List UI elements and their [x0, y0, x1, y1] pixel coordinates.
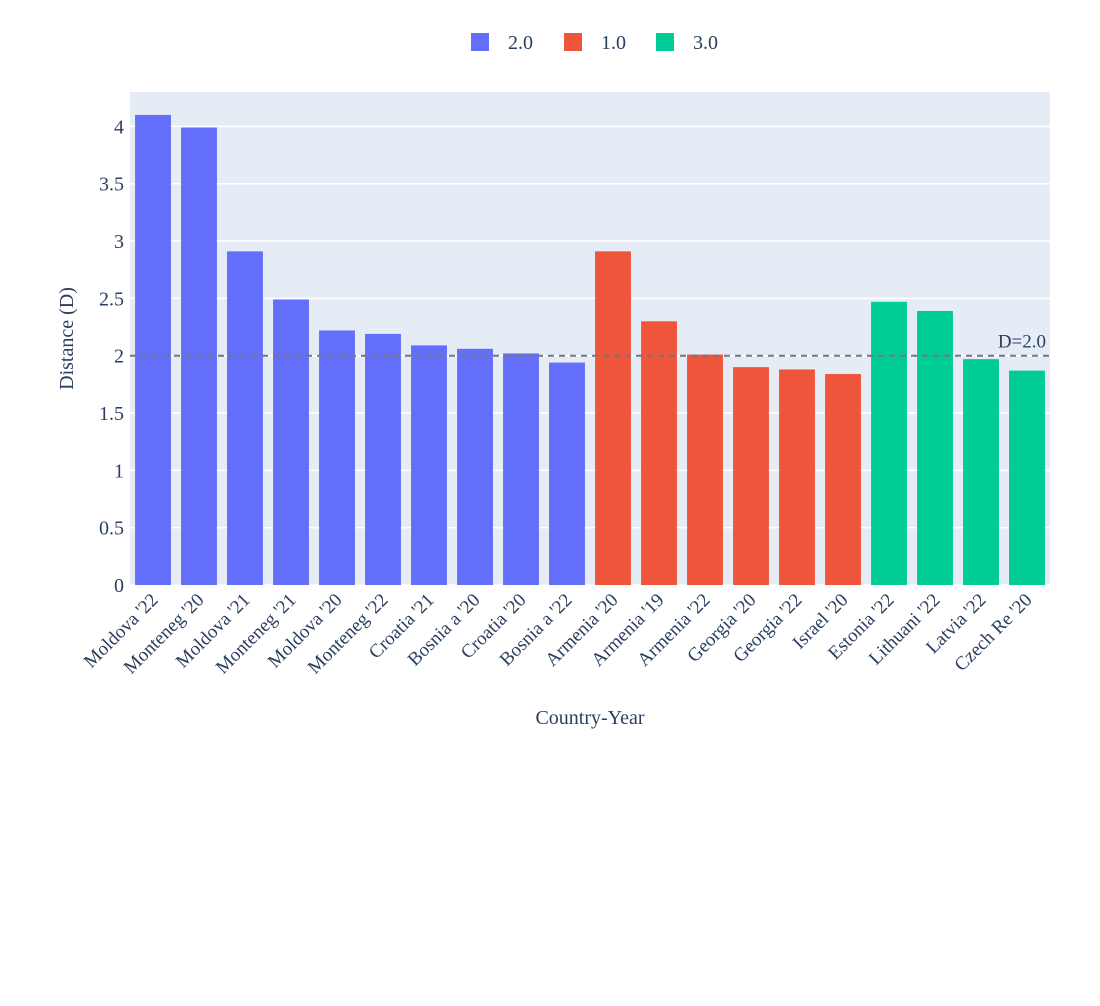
- bar[interactable]: [917, 310, 953, 585]
- bar[interactable]: [1009, 370, 1045, 585]
- legend-item[interactable]: 1.0: [564, 32, 626, 54]
- y-tick-label: 2.5: [99, 288, 124, 310]
- plot-area: [130, 92, 1050, 585]
- bar[interactable]: [319, 330, 355, 585]
- y-tick-label: 0: [114, 575, 124, 597]
- bar[interactable]: [687, 354, 723, 585]
- legend-label: 1.0: [601, 32, 626, 54]
- bar[interactable]: [411, 345, 447, 585]
- x-axis-title: Country-Year: [535, 707, 644, 729]
- y-axis-title: Distance (D): [56, 287, 78, 390]
- legend[interactable]: 2.0 1.0 3.0: [471, 32, 718, 54]
- y-tick-label: 1.5: [99, 403, 124, 425]
- bar[interactable]: [825, 374, 861, 585]
- bar[interactable]: [871, 301, 907, 585]
- y-axis-ticks: 0 0.5 1 1.5 2 2.5 3 3.5 4: [99, 116, 124, 597]
- y-tick-label: 3.5: [99, 174, 124, 196]
- bar[interactable]: [641, 321, 677, 585]
- bar[interactable]: [595, 251, 631, 585]
- bar[interactable]: [779, 369, 815, 585]
- bar[interactable]: [135, 114, 171, 585]
- y-tick-label: 0.5: [99, 518, 124, 540]
- y-tick-label: 4: [114, 116, 124, 138]
- bar[interactable]: [733, 367, 769, 585]
- y-tick-label: 2: [114, 346, 124, 368]
- bar[interactable]: [227, 251, 263, 585]
- reference-line-group: D=2.0: [130, 332, 1050, 357]
- reference-line-label: D=2.0: [998, 332, 1046, 353]
- legend-label: 3.0: [693, 32, 718, 54]
- legend-item[interactable]: 2.0: [471, 32, 533, 54]
- y-tick-label: 3: [114, 231, 124, 253]
- legend-swatch: [656, 33, 674, 51]
- legend-item[interactable]: 3.0: [656, 32, 718, 54]
- legend-swatch: [564, 33, 582, 51]
- bar[interactable]: [963, 359, 999, 585]
- bar[interactable]: [549, 362, 585, 585]
- y-tick-label: 1: [114, 460, 124, 482]
- legend-label: 2.0: [508, 32, 533, 54]
- bar[interactable]: [503, 353, 539, 585]
- bar[interactable]: [365, 333, 401, 585]
- bar[interactable]: [457, 348, 493, 585]
- bar[interactable]: [273, 299, 309, 585]
- legend-swatch: [471, 33, 489, 51]
